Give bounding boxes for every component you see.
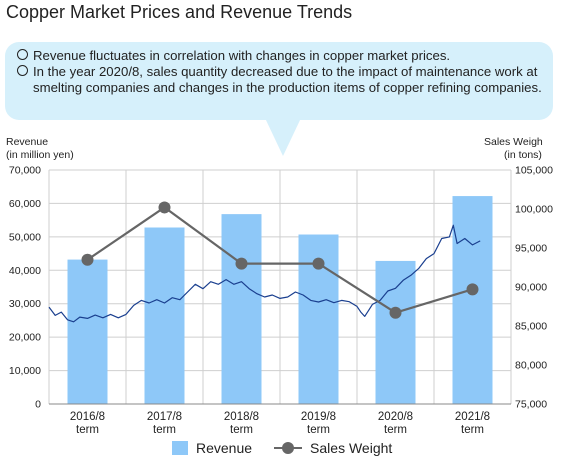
note-item: Revenue fluctuates in correlation with c… — [17, 48, 543, 64]
left-tick-label: 0 — [35, 399, 41, 411]
revenue-bar — [67, 259, 108, 404]
circle-bullet-icon — [17, 49, 28, 60]
legend-revenue-swatch — [172, 441, 188, 455]
right-tick-label: 85,000 — [515, 321, 547, 333]
category-label-term: term — [153, 424, 176, 436]
category-label-term: term — [307, 424, 330, 436]
sales-weight-point — [466, 283, 479, 296]
category-label: 2019/8 — [301, 411, 336, 423]
left-tick-label: 70,000 — [9, 165, 41, 177]
sales-weight-point — [158, 201, 171, 214]
category-label: 2018/8 — [224, 411, 259, 423]
right-tick-label: 80,000 — [515, 360, 547, 372]
category-label-term: term — [230, 424, 253, 436]
legend-revenue-label: Revenue — [196, 440, 253, 456]
callout-tail — [265, 118, 301, 156]
sales-weight-point — [81, 253, 94, 266]
category-label: 2017/8 — [147, 411, 182, 423]
category-label: 2020/8 — [378, 411, 413, 423]
right-tick-label: 100,000 — [515, 204, 553, 216]
left-tick-label: 50,000 — [9, 231, 41, 243]
category-label: 2016/8 — [70, 411, 105, 423]
sales-weight-point — [389, 306, 402, 319]
revenue-bar — [221, 214, 262, 404]
callout-box: Revenue fluctuates in correlation with c… — [5, 42, 553, 120]
revenue-bar — [375, 260, 416, 404]
left-axis-title: Revenue (in million yen) — [6, 136, 74, 161]
circle-bullet-icon — [17, 65, 28, 76]
right-tick-label: 105,000 — [515, 165, 553, 177]
left-tick-label: 40,000 — [9, 265, 41, 277]
category-label-term: term — [384, 424, 407, 436]
category-label: 2021/8 — [455, 411, 490, 423]
category-label-term: term — [76, 424, 99, 436]
left-tick-label: 30,000 — [9, 298, 41, 310]
left-tick-label: 10,000 — [9, 365, 41, 377]
right-tick-label: 95,000 — [515, 243, 547, 255]
left-tick-label: 60,000 — [9, 198, 41, 210]
legend-sales-weight-marker — [274, 441, 303, 455]
category-label-term: term — [461, 424, 484, 436]
sales-weight-point — [235, 257, 248, 270]
right-axis-title: Sales Weigh (in tons) — [484, 136, 543, 161]
right-tick-label: 75,000 — [515, 399, 547, 411]
left-tick-label: 20,000 — [9, 332, 41, 344]
copper-price-line — [48, 224, 481, 323]
revenue-bar — [452, 196, 493, 404]
right-tick-label: 90,000 — [515, 282, 547, 294]
legend-sales-weight-label: Sales Weight — [310, 440, 393, 456]
revenue-bar — [144, 227, 185, 404]
sales-weight-line — [86, 206, 473, 314]
note-item: In the year 2020/8, sales quantity decre… — [17, 64, 543, 96]
chart-title: Copper Market Prices and Revenue Trends — [6, 2, 353, 22]
note-text: In the year 2020/8, sales quantity decre… — [33, 64, 542, 95]
sales-weight-point — [312, 257, 325, 270]
note-text: Revenue fluctuates in correlation with c… — [33, 48, 451, 63]
legend: Revenue Sales Weight — [172, 440, 392, 456]
